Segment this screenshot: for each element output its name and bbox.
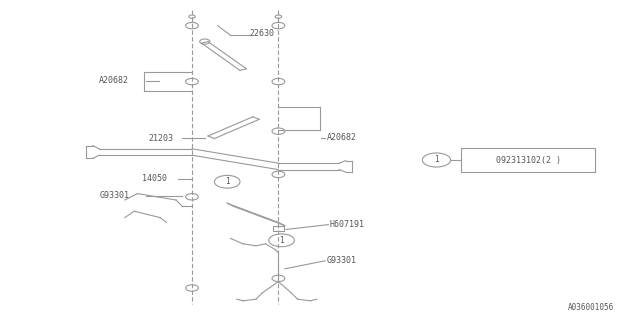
Bar — [273, 226, 284, 231]
Text: A036001056: A036001056 — [568, 303, 614, 312]
Bar — [461, 148, 595, 172]
Text: 21203: 21203 — [148, 134, 173, 143]
Text: 1: 1 — [434, 156, 439, 164]
Text: G93301: G93301 — [99, 191, 129, 200]
Text: A20682: A20682 — [326, 133, 356, 142]
Text: 22630: 22630 — [250, 29, 275, 38]
Text: 1: 1 — [279, 236, 284, 245]
Text: 1: 1 — [225, 177, 230, 186]
Text: H607191: H607191 — [330, 220, 365, 229]
Text: 092313102(2 ): 092313102(2 ) — [495, 156, 561, 164]
Text: 14050: 14050 — [142, 174, 167, 183]
Text: A20682: A20682 — [99, 76, 129, 85]
Text: G93301: G93301 — [326, 256, 356, 265]
